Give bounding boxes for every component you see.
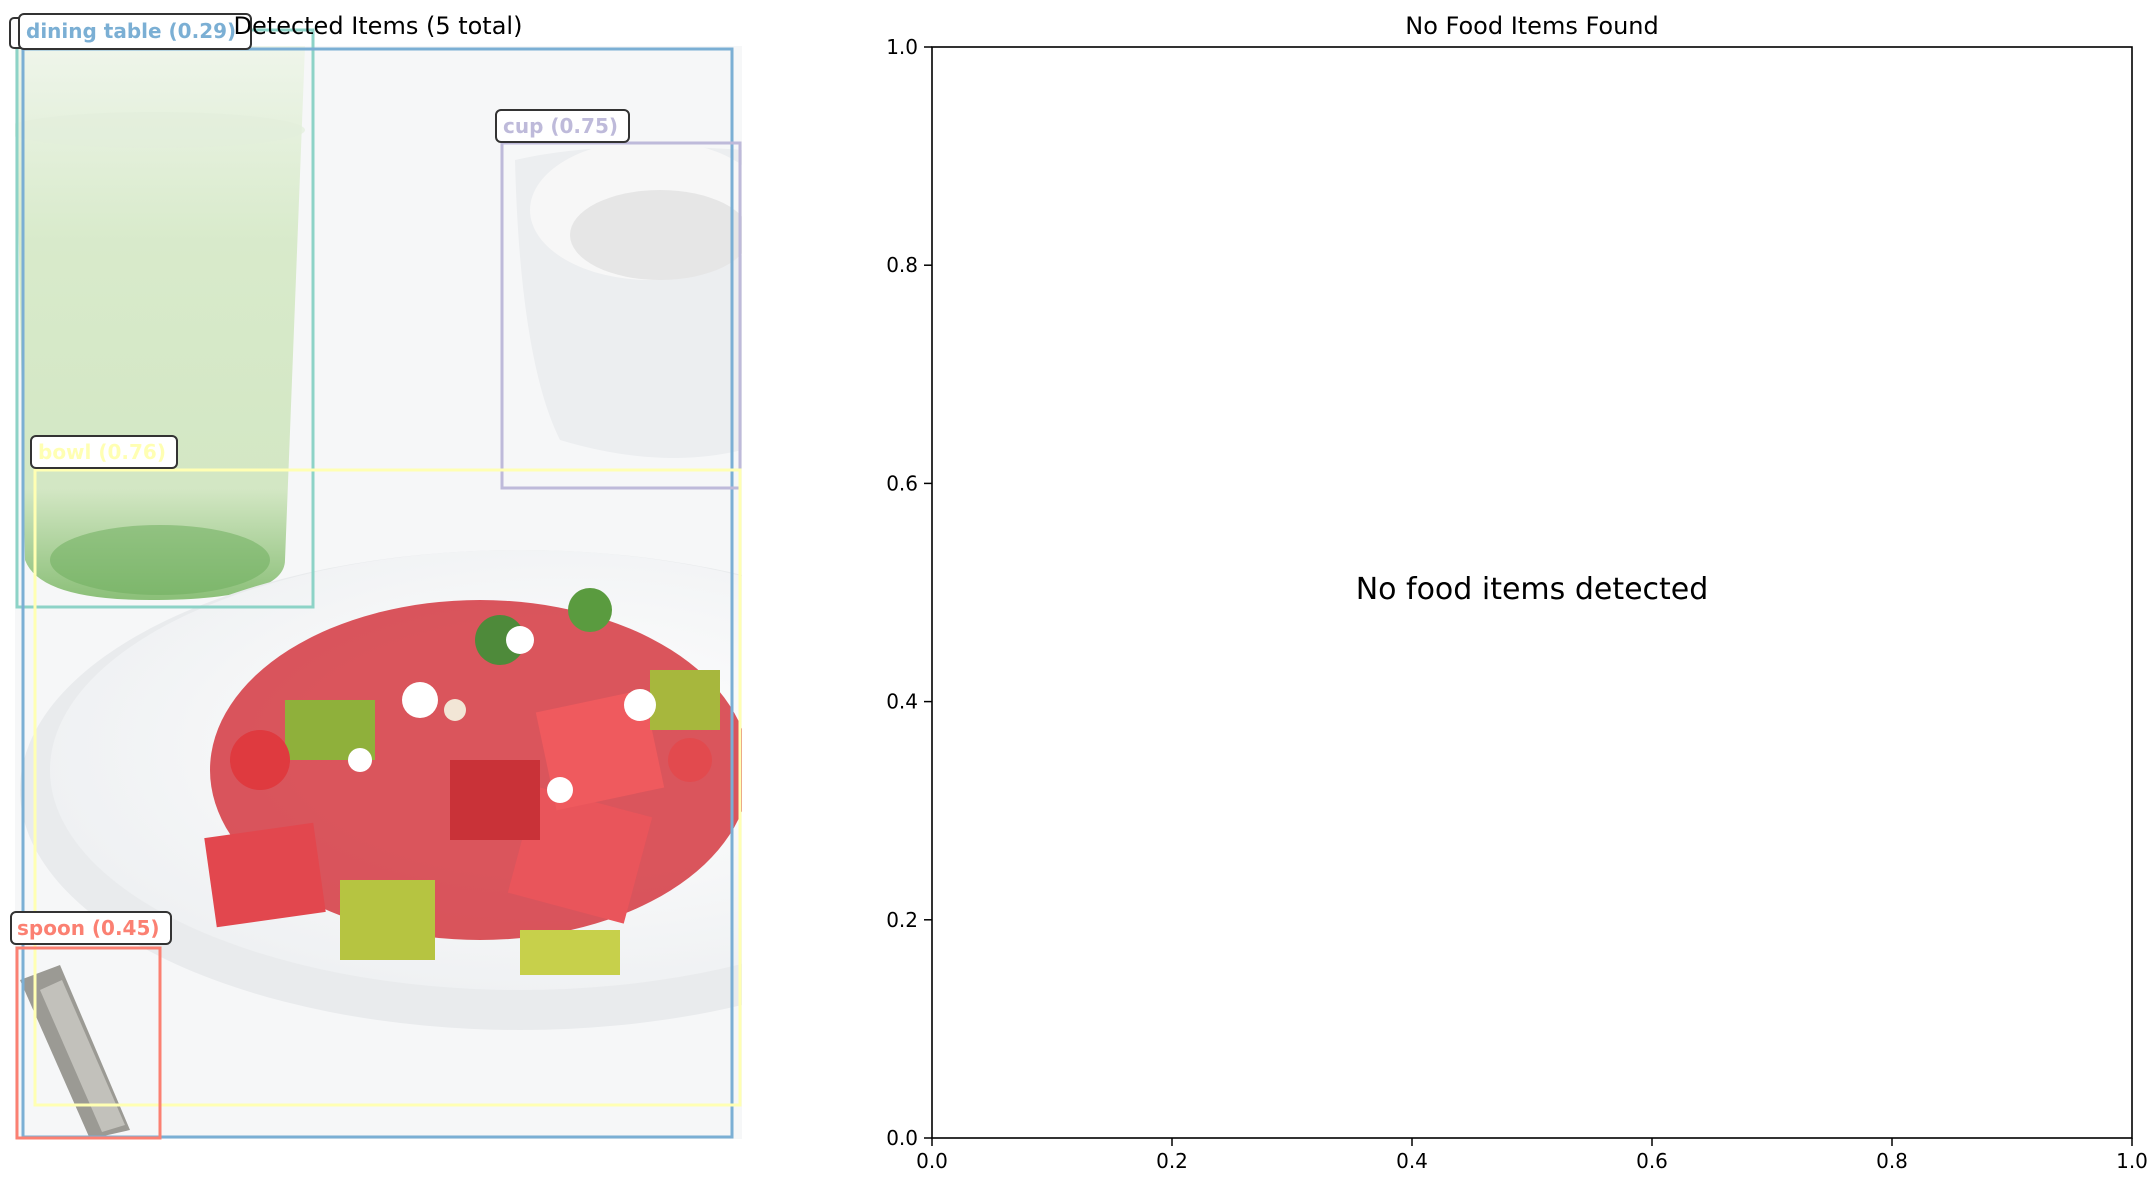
detection-panel: dining table (0.29) cup (0.75) bowl (0.7… [9, 12, 742, 1140]
detection-label-dining-table: dining table (0.29) [18, 13, 252, 50]
detection-label-spoon: spoon (0.45) [10, 911, 172, 945]
detection-label-bowl: bowl (0.76) [30, 435, 178, 469]
y-tick-label: 0.0 [886, 1126, 918, 1150]
y-tick-label: 0.6 [886, 471, 918, 495]
detection-label-spoon-text: spoon (0.45) [17, 916, 160, 940]
x-axis-ticks: 0.0 0.2 0.4 0.6 0.8 1.0 [916, 1138, 2148, 1173]
detection-label-cup-text: cup (0.75) [503, 114, 618, 138]
x-tick-label: 0.6 [1636, 1149, 1668, 1173]
y-axis-ticks: 0.0 0.2 0.4 0.6 0.8 1.0 [886, 35, 932, 1150]
y-tick-label: 0.2 [886, 908, 918, 932]
plot-area [931, 46, 2133, 1139]
y-tick-label: 0.4 [886, 690, 918, 714]
x-tick-label: 0.8 [1876, 1149, 1908, 1173]
x-tick-label: 0.4 [1396, 1149, 1428, 1173]
x-tick-label: 0.2 [1156, 1149, 1188, 1173]
detection-box-spoon [15, 946, 162, 1140]
detection-box-bowl [33, 468, 742, 1107]
detection-panel-title: Detected Items (5 total) [234, 12, 523, 40]
x-tick-label: 0.0 [916, 1149, 948, 1173]
detection-label-dining-table-text: dining table (0.29) [26, 19, 236, 43]
y-tick-label: 0.8 [886, 253, 918, 277]
detection-label-bowl-text: bowl (0.76) [38, 440, 166, 464]
results-panel: No Food Items Found 0.0 0.2 0.4 0.6 0.8 1.0 0… [886, 12, 2148, 1173]
food-photo [15, 46, 742, 1139]
detection-label-cup: cup (0.75) [495, 109, 630, 143]
y-tick-label: 1.0 [886, 35, 918, 59]
x-tick-label: 1.0 [2116, 1149, 2148, 1173]
salad [204, 588, 742, 975]
detection-box-dining-table [21, 47, 734, 1139]
chart-title: No Food Items Found [1405, 12, 1659, 40]
empty-state-message: No food items detected [1356, 572, 1709, 607]
